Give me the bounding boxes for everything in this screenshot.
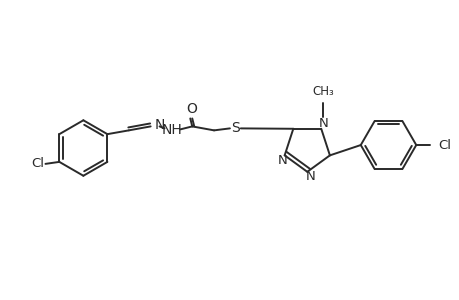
Text: N: N <box>318 117 327 130</box>
Text: N: N <box>277 154 287 167</box>
Text: S: S <box>231 122 240 135</box>
Text: N: N <box>154 118 165 132</box>
Text: N: N <box>305 170 314 183</box>
Text: NH: NH <box>162 123 182 137</box>
Text: CH₃: CH₃ <box>312 85 333 98</box>
Text: Cl: Cl <box>31 158 44 170</box>
Text: Cl: Cl <box>437 139 450 152</box>
Text: O: O <box>185 102 196 116</box>
